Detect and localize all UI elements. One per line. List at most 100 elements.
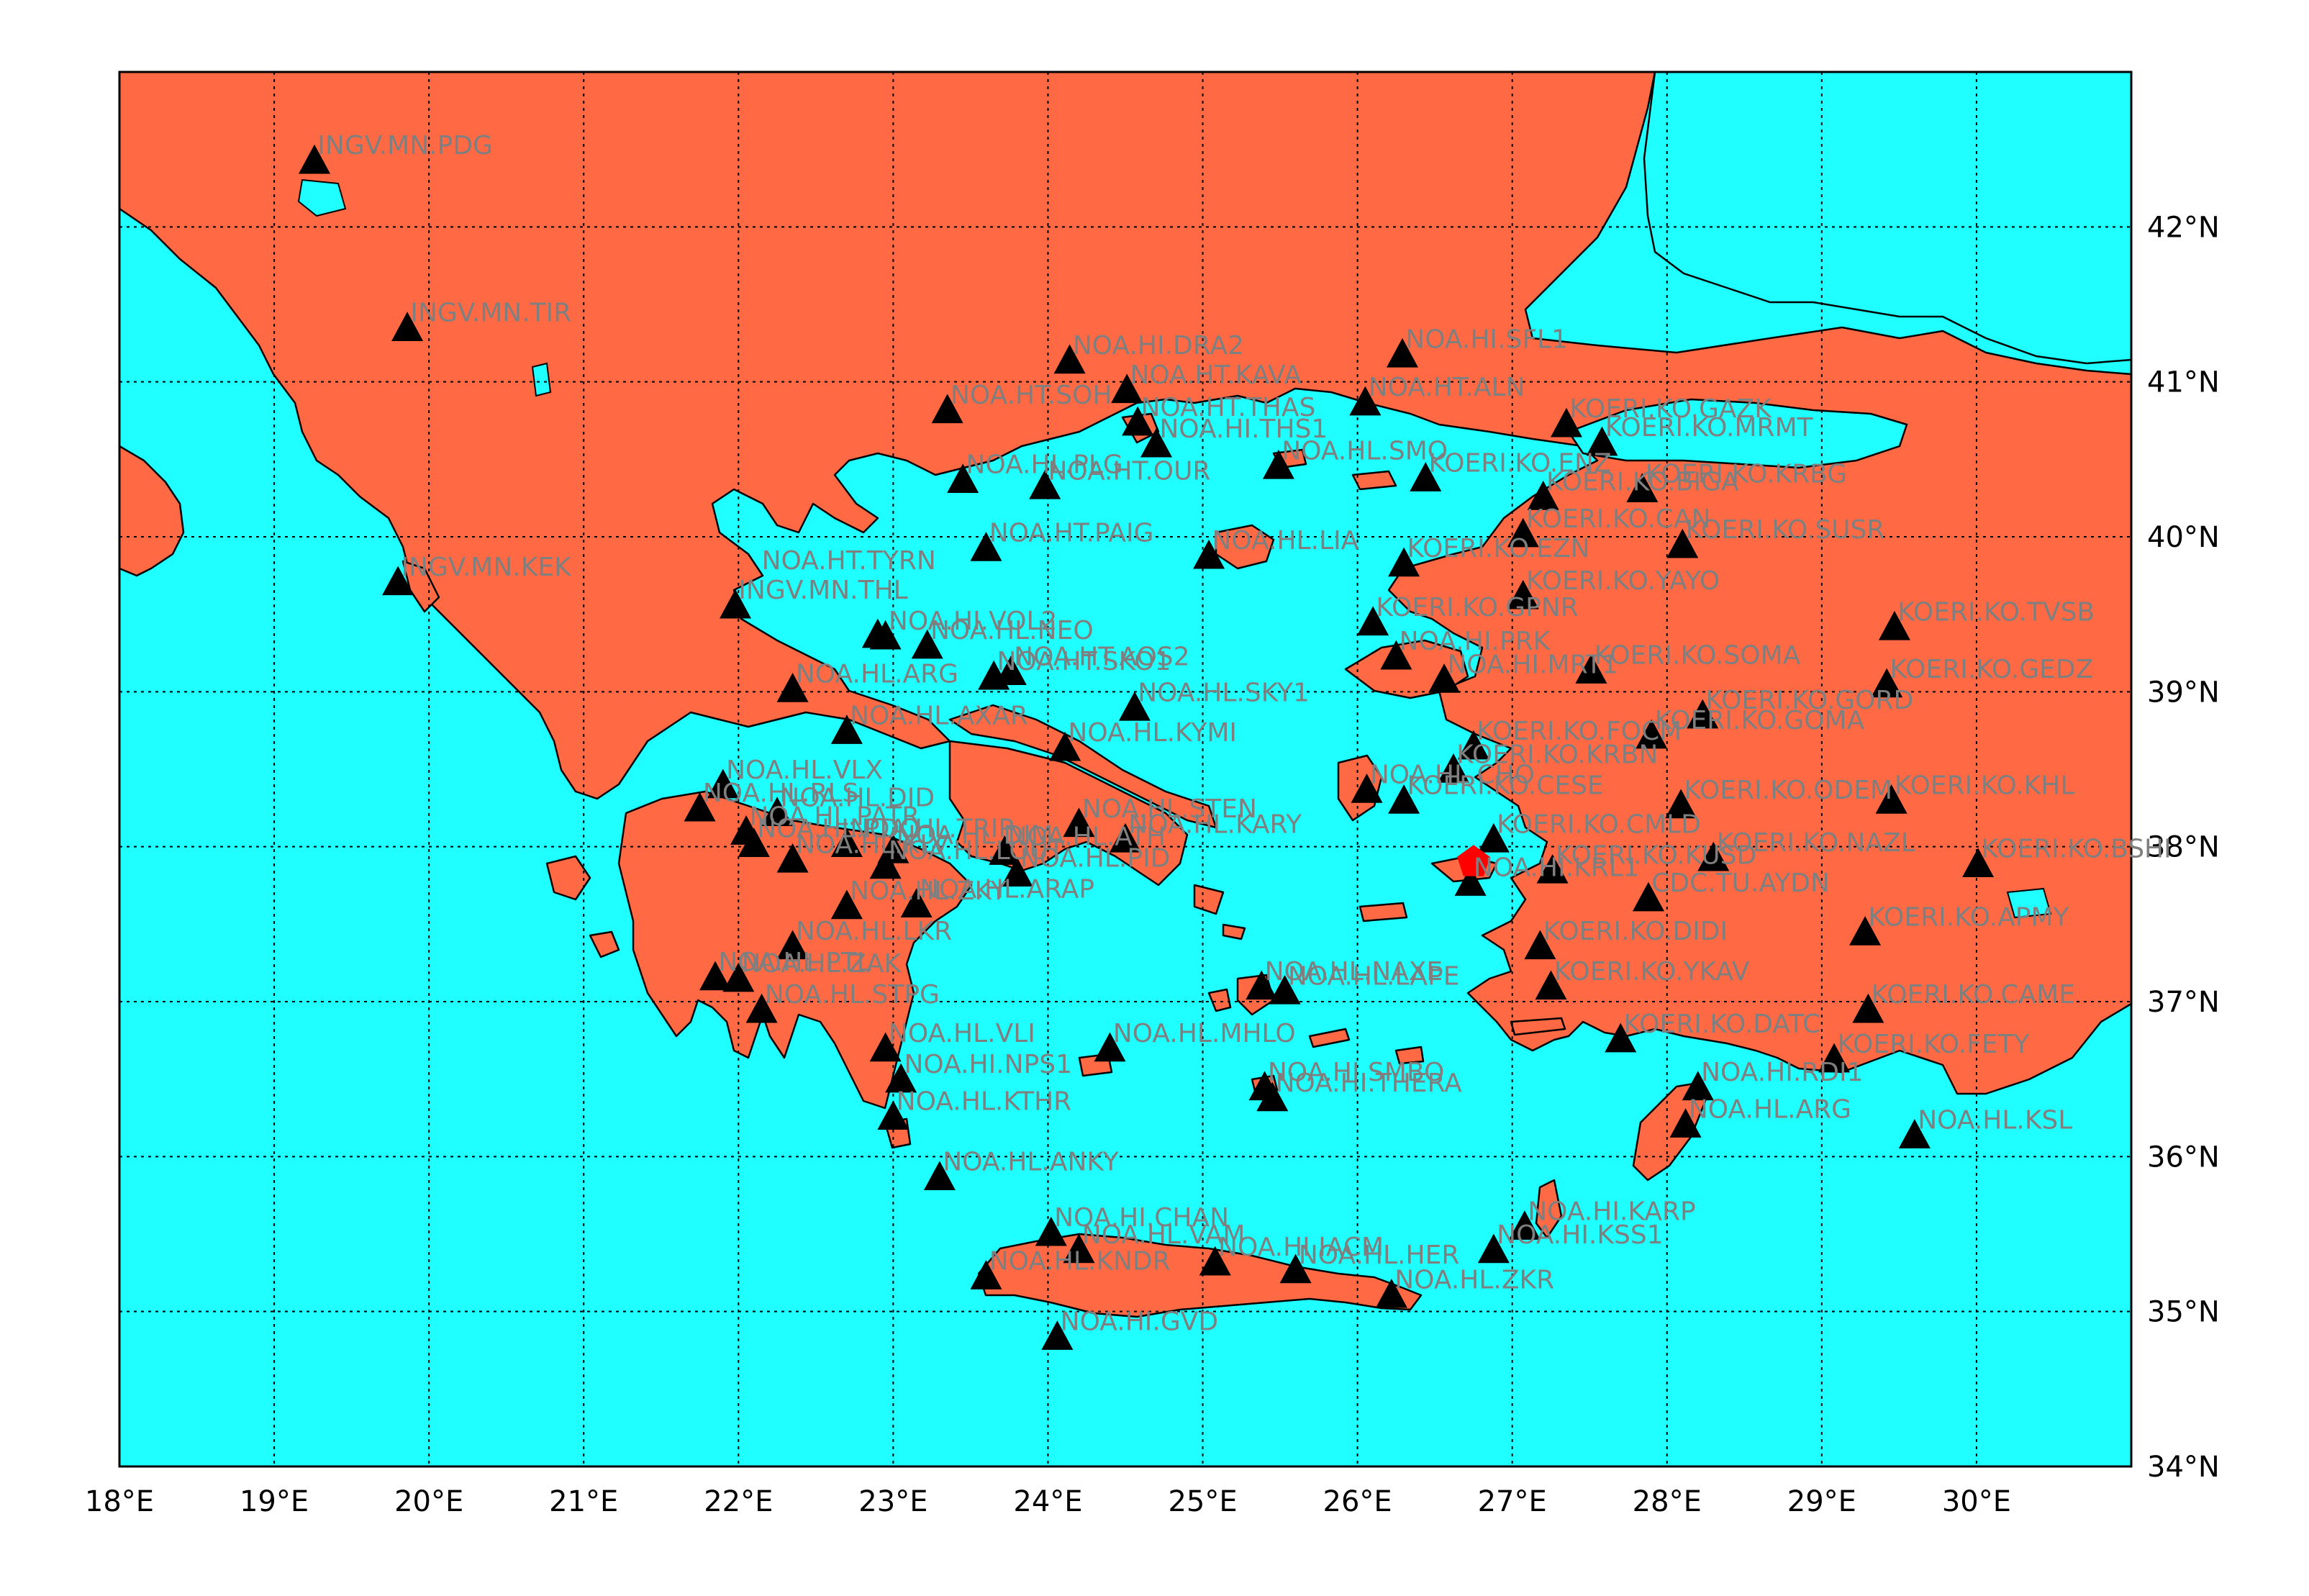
station-marker — [1477, 822, 1510, 853]
station-label: KOERI.KO.MRMT — [1605, 413, 1814, 443]
station-label: NOA.HL.ZKY — [850, 876, 1007, 906]
station-label: NOA.HT.SKO1 — [997, 647, 1171, 676]
lake-egirdir — [2006, 887, 2052, 919]
station-marker — [1871, 668, 1903, 698]
station-marker — [1536, 853, 1569, 884]
y-tick-label: 39°N — [2147, 676, 2220, 709]
land-zakynthos — [589, 930, 620, 958]
station-label: NOA.HL.LAPE — [1288, 961, 1460, 991]
station-marker — [1849, 916, 1882, 946]
station-label: NOA.HI.NPS1 — [904, 1050, 1072, 1079]
station-label: NOA.HT.THAS — [1141, 393, 1316, 422]
land-andros — [1193, 884, 1225, 915]
land-astypalaia — [1394, 1046, 1425, 1065]
land-euboea — [948, 704, 1217, 829]
station-marker — [738, 828, 770, 858]
station-label: NOA.HL.KLV — [796, 830, 949, 859]
station-marker — [776, 930, 809, 960]
station-label: NOA.HL.SMO — [1281, 436, 1448, 466]
y-tick-labels: 34°N 35°N 36°N 37°N 38°N 39°N 40°N 41°N 42°N — [2147, 211, 2220, 1484]
station-label: NOA.HL.KARY — [1128, 810, 1302, 839]
station-marker — [1962, 848, 1995, 878]
station-marker — [1140, 427, 1173, 458]
station-marker — [391, 312, 424, 341]
station-marker — [1388, 547, 1420, 577]
station-label: KOERI.KO.CAN — [1526, 504, 1710, 534]
station-label: NOA.HL.DIM — [897, 820, 1053, 850]
station-marker — [1477, 1233, 1510, 1264]
station-marker — [776, 843, 809, 873]
station-marker — [1063, 807, 1095, 838]
station-marker — [684, 792, 716, 822]
x-tick-label: 23°E — [858, 1485, 927, 1518]
land-karpathos — [1535, 1179, 1563, 1239]
station-label: NOA.HT.ALN — [1369, 373, 1525, 402]
station-label: NOA.HL.STPG — [765, 980, 940, 1010]
station-marker — [1246, 970, 1278, 1000]
y-tick-label: 38°N — [2147, 831, 2220, 864]
station-label: NOA.HI.KARP — [1528, 1197, 1696, 1227]
station-marker — [1626, 473, 1659, 502]
station-marker — [1697, 841, 1730, 871]
station-label: INGV.MN.PDG — [317, 131, 493, 160]
lake-scutari — [297, 178, 347, 217]
station-marker — [1269, 974, 1301, 1005]
station-label: KOERI.KO.GOMA — [1655, 706, 1865, 735]
station-marker — [1063, 1233, 1095, 1264]
station-marker — [1001, 857, 1033, 887]
station-marker — [900, 888, 933, 918]
station-label: NOA.HL.ARG — [1689, 1095, 1851, 1125]
station-marker — [1094, 1032, 1126, 1062]
map-frame — [118, 71, 2133, 1468]
station-marker — [1687, 699, 1719, 729]
station-labels: INGV.MN.PDG INGV.MN.TIR INGV.MN.KEK INGV.MN… — [317, 131, 2171, 1336]
station-marker — [877, 1100, 909, 1130]
station-label: KOERI.KO.CESE — [1407, 771, 1603, 800]
station-label: NOA.HL.CHO — [1370, 760, 1535, 789]
station-label: KOERI.KO.EZN — [1407, 534, 1589, 563]
station-label: NOA.HT.KAVA — [1130, 361, 1302, 390]
station-marker — [1110, 822, 1141, 853]
station-label: NOA.HI.GVD — [1061, 1307, 1218, 1337]
station-label: NOA.HL.PID — [1020, 844, 1171, 874]
station-marker — [1818, 1043, 1851, 1073]
station-label: NOA.HL.STEN — [1082, 794, 1257, 824]
station-label: NOA.HI.IACM — [1218, 1233, 1384, 1262]
station-marker — [1386, 337, 1418, 368]
land-italy — [119, 445, 185, 577]
station-label: NOA.HI.DRA2 — [1073, 331, 1244, 361]
lake-ohrid — [531, 362, 552, 397]
station-marker — [298, 144, 330, 174]
station-marker — [1199, 1246, 1231, 1276]
station-label: NOA.HL.ZAK — [742, 949, 902, 979]
station-label: KOERI.KO.YAYO — [1526, 566, 1720, 596]
station-label: KOERI.KO.BIGA — [1546, 467, 1739, 497]
station-label: NOA.HI.MRT1 — [1447, 650, 1618, 679]
station-marker — [830, 715, 863, 744]
station-label: NOA.HL.PLG — [966, 450, 1122, 480]
station-marker — [1535, 970, 1567, 1000]
land-gokceada — [1351, 470, 1397, 491]
station-label: NOA.HT.PAIG — [989, 518, 1154, 548]
epicenter-marker — [1457, 845, 1490, 876]
x-tick-label: 30°E — [1942, 1485, 2011, 1518]
station-label: NOA.HL.MHLO — [1113, 1019, 1296, 1048]
station-label: INGV.MN.TIR — [410, 299, 571, 328]
station-marker — [869, 849, 902, 879]
station-label: NOA.HL.VAM — [1082, 1220, 1246, 1250]
sea-marmara — [1567, 398, 1908, 469]
station-label: NOA.HI.PRK — [1400, 627, 1551, 656]
station-marker — [1375, 1278, 1407, 1308]
station-marker — [1575, 654, 1607, 684]
station-label: NOA.HI.THS1 — [1159, 414, 1328, 444]
station-label: NOA.HI.KRL1 — [1474, 853, 1640, 883]
station-marker — [1632, 881, 1664, 912]
station-marker — [869, 1032, 902, 1062]
station-marker — [931, 394, 963, 424]
station-label: NOA.HL.NEO — [930, 616, 1094, 645]
y-tick-label: 34°N — [2147, 1451, 2220, 1484]
station-marker — [382, 566, 414, 596]
station-marker — [1878, 610, 1910, 640]
x-tick-label: 24°E — [1013, 1485, 1082, 1518]
